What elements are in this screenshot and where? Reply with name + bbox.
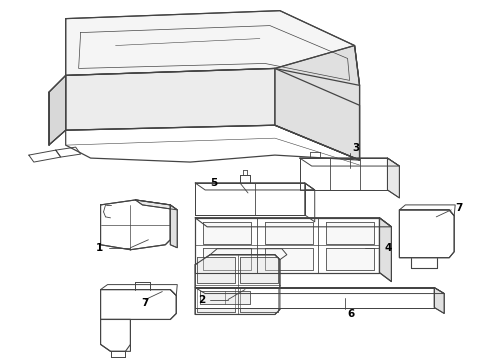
- Polygon shape: [379, 218, 392, 282]
- Text: 3: 3: [353, 143, 360, 153]
- Polygon shape: [399, 210, 454, 258]
- Polygon shape: [195, 288, 444, 293]
- Polygon shape: [388, 158, 399, 198]
- Polygon shape: [66, 68, 360, 160]
- Polygon shape: [240, 257, 278, 283]
- Text: 7: 7: [141, 297, 148, 307]
- Polygon shape: [240, 287, 278, 312]
- Polygon shape: [434, 288, 444, 314]
- Text: 7: 7: [455, 203, 463, 213]
- Polygon shape: [49, 75, 66, 145]
- Text: 5: 5: [210, 178, 217, 188]
- Polygon shape: [300, 158, 399, 166]
- Text: 6: 6: [347, 310, 355, 319]
- Polygon shape: [195, 218, 392, 227]
- Polygon shape: [100, 200, 171, 250]
- Polygon shape: [66, 11, 360, 105]
- Text: 2: 2: [198, 294, 205, 305]
- Polygon shape: [203, 222, 251, 244]
- Polygon shape: [203, 248, 251, 270]
- Polygon shape: [100, 319, 130, 351]
- Polygon shape: [197, 287, 235, 312]
- Polygon shape: [275, 45, 360, 160]
- Polygon shape: [200, 291, 250, 303]
- Polygon shape: [195, 218, 379, 273]
- Polygon shape: [100, 289, 176, 319]
- Polygon shape: [171, 205, 177, 248]
- Polygon shape: [195, 288, 434, 307]
- Polygon shape: [195, 255, 280, 315]
- Polygon shape: [195, 183, 315, 190]
- Polygon shape: [265, 248, 313, 270]
- Text: 1: 1: [97, 243, 103, 253]
- Text: 4: 4: [385, 243, 392, 253]
- Polygon shape: [197, 257, 235, 283]
- Polygon shape: [265, 222, 313, 244]
- Polygon shape: [135, 200, 177, 210]
- Polygon shape: [300, 158, 388, 190]
- Polygon shape: [195, 183, 305, 215]
- Polygon shape: [326, 248, 373, 270]
- Polygon shape: [326, 222, 373, 244]
